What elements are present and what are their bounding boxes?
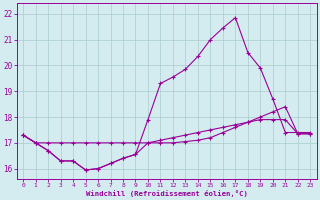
X-axis label: Windchill (Refroidissement éolien,°C): Windchill (Refroidissement éolien,°C) — [86, 190, 248, 197]
